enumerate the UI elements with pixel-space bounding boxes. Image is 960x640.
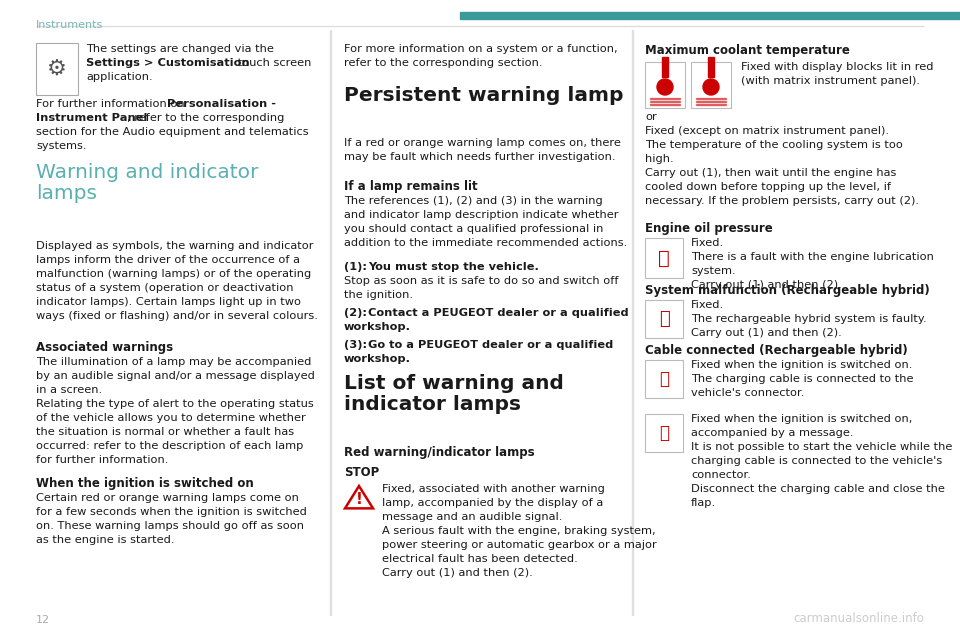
Text: carmanualsonline.info: carmanualsonline.info — [793, 612, 924, 625]
Bar — [696, 98, 726, 99]
Bar — [650, 101, 680, 102]
Bar — [645, 414, 683, 452]
Text: The settings are changed via the: The settings are changed via the — [86, 44, 274, 54]
Text: Personalisation -: Personalisation - — [167, 99, 276, 109]
Text: The references (1), (2) and (3) in the warning
and indicator lamp description in: The references (1), (2) and (3) in the w… — [344, 196, 627, 248]
Text: 🚗: 🚗 — [659, 310, 669, 328]
Text: Go to a PEUGEOT dealer or a qualified: Go to a PEUGEOT dealer or a qualified — [368, 340, 613, 350]
Text: Fixed when the ignition is switched on,
accompanied by a message.
It is not poss: Fixed when the ignition is switched on, … — [691, 414, 952, 508]
Bar — [696, 101, 726, 102]
Text: Fixed.
The rechargeable hybrid system is faulty.
Carry out (1) and then (2).: Fixed. The rechargeable hybrid system is… — [691, 300, 926, 338]
Text: Stop as soon as it is safe to do so and switch off: Stop as soon as it is safe to do so and … — [344, 276, 618, 286]
Circle shape — [657, 79, 673, 95]
Bar — [460, 12, 960, 19]
Bar — [650, 98, 680, 99]
Text: Associated warnings: Associated warnings — [36, 341, 173, 354]
Text: workshop.: workshop. — [344, 322, 411, 332]
Text: 🛢: 🛢 — [659, 248, 670, 268]
Text: 🔌: 🔌 — [659, 370, 669, 388]
Text: the ignition.: the ignition. — [344, 290, 413, 300]
Text: touch screen: touch screen — [234, 58, 311, 68]
Text: 🔌: 🔌 — [659, 424, 669, 442]
Bar — [36, 43, 78, 95]
Text: For further information on: For further information on — [36, 99, 188, 109]
Circle shape — [703, 79, 719, 95]
Text: You must stop the vehicle.: You must stop the vehicle. — [368, 262, 539, 272]
Text: Contact a PEUGEOT dealer or a qualified: Contact a PEUGEOT dealer or a qualified — [368, 308, 629, 318]
Text: If a red or orange warning lamp comes on, there
may be fault which needs further: If a red or orange warning lamp comes on… — [344, 138, 621, 162]
Text: Warning and indicator
lamps: Warning and indicator lamps — [36, 163, 258, 204]
Text: The illumination of a lamp may be accompanied
by an audible signal and/or a mess: The illumination of a lamp may be accomp… — [36, 357, 315, 465]
Bar — [645, 238, 683, 278]
Text: Instruments: Instruments — [36, 20, 104, 30]
Text: systems.: systems. — [36, 141, 86, 151]
Text: Fixed when the ignition is switched on.
The charging cable is connected to the
v: Fixed when the ignition is switched on. … — [691, 360, 914, 398]
Text: !: ! — [355, 492, 363, 507]
Text: Red warning/indicator lamps: Red warning/indicator lamps — [344, 446, 535, 459]
Text: application.: application. — [86, 72, 153, 82]
Bar — [645, 62, 685, 108]
Text: When the ignition is switched on: When the ignition is switched on — [36, 477, 253, 490]
Bar — [696, 104, 726, 105]
Text: (2):: (2): — [344, 308, 367, 318]
Text: STOP: STOP — [344, 466, 379, 479]
Text: or: or — [645, 112, 657, 122]
Bar — [662, 57, 668, 77]
Bar — [650, 104, 680, 105]
Text: 12: 12 — [36, 615, 50, 625]
Text: (1):: (1): — [344, 262, 367, 272]
Text: Cable connected (Rechargeable hybrid): Cable connected (Rechargeable hybrid) — [645, 344, 908, 357]
Text: System malfunction (Rechargeable hybrid): System malfunction (Rechargeable hybrid) — [645, 284, 929, 297]
Text: If a lamp remains lit: If a lamp remains lit — [344, 180, 478, 193]
Text: Engine oil pressure: Engine oil pressure — [645, 222, 773, 235]
Text: (3):: (3): — [344, 340, 367, 350]
Text: section for the Audio equipment and telematics: section for the Audio equipment and tele… — [36, 127, 308, 137]
Text: workshop.: workshop. — [344, 354, 411, 364]
Bar — [645, 300, 683, 338]
Text: Fixed.
There is a fault with the engine lubrication
system.
Carry out (1) and th: Fixed. There is a fault with the engine … — [691, 238, 934, 290]
Polygon shape — [345, 486, 373, 508]
Text: Fixed with display blocks lit in red: Fixed with display blocks lit in red — [741, 62, 933, 72]
Text: ⚙: ⚙ — [47, 59, 67, 79]
Text: Settings > Customisation: Settings > Customisation — [86, 58, 250, 68]
Text: Certain red or orange warning lamps come on
for a few seconds when the ignition : Certain red or orange warning lamps come… — [36, 493, 307, 545]
Text: Maximum coolant temperature: Maximum coolant temperature — [645, 44, 850, 57]
Bar — [645, 360, 683, 398]
Text: Instrument Panel: Instrument Panel — [36, 113, 148, 123]
Text: List of warning and
indicator lamps: List of warning and indicator lamps — [344, 374, 564, 414]
Bar — [691, 62, 731, 108]
Text: Fixed (except on matrix instrument panel).
The temperature of the cooling system: Fixed (except on matrix instrument panel… — [645, 126, 919, 206]
Text: Displayed as symbols, the warning and indicator
lamps inform the driver of the o: Displayed as symbols, the warning and in… — [36, 241, 318, 321]
Text: , refer to the corresponding: , refer to the corresponding — [127, 113, 284, 123]
Text: (with matrix instrument panel).: (with matrix instrument panel). — [741, 76, 920, 86]
Text: Persistent warning lamp: Persistent warning lamp — [344, 86, 623, 105]
Bar — [708, 57, 714, 77]
Text: For more information on a system or a function,
refer to the corresponding secti: For more information on a system or a fu… — [344, 44, 617, 68]
Text: Fixed, associated with another warning
lamp, accompanied by the display of a
mes: Fixed, associated with another warning l… — [382, 484, 657, 578]
